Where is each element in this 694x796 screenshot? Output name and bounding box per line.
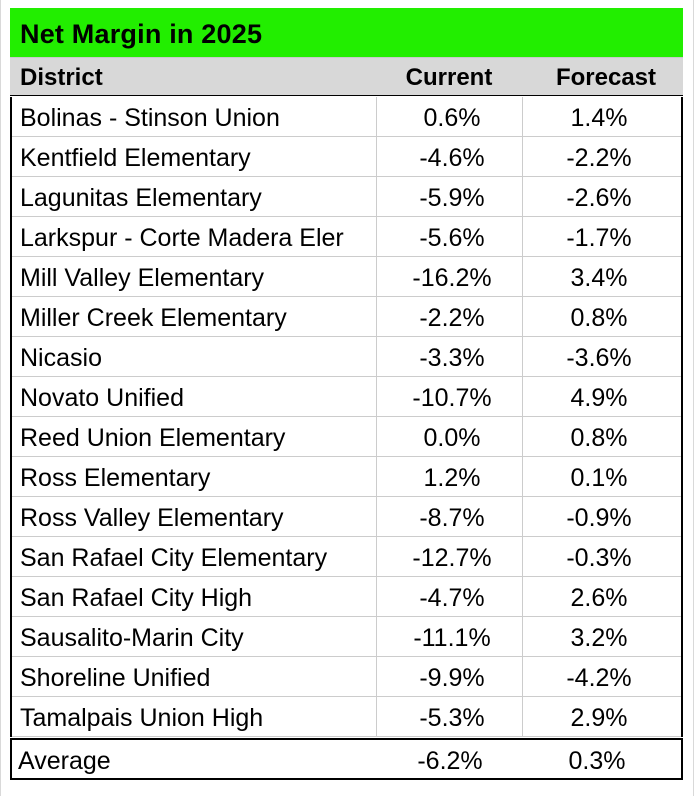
table-row: Tamalpais Union High -5.3% 2.9% bbox=[12, 697, 681, 737]
district-cell[interactable]: Novato Unified bbox=[20, 384, 184, 412]
table-row: Ross Valley Elementary -8.7% -0.9% bbox=[12, 497, 681, 537]
table-row: Sausalito-Marin City -11.1% 3.2% bbox=[12, 617, 681, 657]
table-row: Novato Unified -10.7% 4.9% bbox=[12, 377, 681, 417]
grid-line bbox=[0, 0, 1, 796]
forecast-cell[interactable]: 0.1% bbox=[570, 464, 628, 492]
column-divider bbox=[522, 97, 523, 737]
district-cell[interactable]: Mill Valley Elementary bbox=[20, 264, 265, 292]
forecast-cell[interactable]: -1.7% bbox=[566, 224, 632, 252]
forecast-cell[interactable]: -2.2% bbox=[566, 144, 632, 172]
district-cell[interactable]: Kentfield Elementary bbox=[20, 144, 251, 172]
table-row: Bolinas - Stinson Union 0.6% 1.4% bbox=[12, 97, 681, 137]
average-row: Average -6.2% 0.3% bbox=[10, 738, 683, 780]
forecast-cell[interactable]: 0.8% bbox=[570, 304, 628, 332]
average-label[interactable]: Average bbox=[18, 747, 111, 775]
forecast-cell[interactable]: -0.3% bbox=[566, 544, 632, 572]
district-cell[interactable]: Sausalito-Marin City bbox=[20, 624, 244, 652]
district-cell[interactable]: Reed Union Elementary bbox=[20, 424, 286, 452]
current-cell[interactable]: -5.9% bbox=[419, 184, 485, 212]
current-cell[interactable]: -4.6% bbox=[419, 144, 485, 172]
forecast-cell[interactable]: -2.6% bbox=[566, 184, 632, 212]
district-cell[interactable]: Larkspur - Corte Madera Eler bbox=[20, 224, 344, 252]
current-cell[interactable]: -12.7% bbox=[412, 544, 492, 572]
forecast-cell[interactable]: 3.2% bbox=[570, 624, 628, 652]
current-cell[interactable]: 0.0% bbox=[423, 424, 481, 452]
table-row: Larkspur - Corte Madera Eler -5.6% -1.7% bbox=[12, 217, 681, 257]
table-row: Reed Union Elementary 0.0% 0.8% bbox=[12, 417, 681, 457]
forecast-cell[interactable]: -3.6% bbox=[566, 344, 632, 372]
district-cell[interactable]: Bolinas - Stinson Union bbox=[20, 104, 280, 132]
forecast-cell[interactable]: 3.4% bbox=[570, 264, 628, 292]
forecast-cell[interactable]: 2.9% bbox=[570, 704, 628, 732]
table-body: Bolinas - Stinson Union 0.6% 1.4% Kentfield… bbox=[10, 97, 683, 737]
current-cell[interactable]: 1.2% bbox=[423, 464, 481, 492]
header-district[interactable]: District bbox=[20, 64, 103, 91]
column-divider bbox=[376, 97, 377, 737]
district-cell[interactable]: Ross Elementary bbox=[20, 464, 211, 492]
current-cell[interactable]: -4.7% bbox=[419, 584, 485, 612]
table-row: Mill Valley Elementary -16.2% 3.4% bbox=[12, 257, 681, 297]
table-row: Lagunitas Elementary -5.9% -2.6% bbox=[12, 177, 681, 217]
forecast-cell[interactable]: -0.9% bbox=[566, 504, 632, 532]
table-row: San Rafael City High -4.7% 2.6% bbox=[12, 577, 681, 617]
district-cell[interactable]: Miller Creek Elementary bbox=[20, 304, 287, 332]
table-row: Miller Creek Elementary -2.2% 0.8% bbox=[12, 297, 681, 337]
district-cell[interactable]: Lagunitas Elementary bbox=[20, 184, 262, 212]
forecast-cell[interactable]: 1.4% bbox=[570, 104, 628, 132]
table-row: Shoreline Unified -9.9% -4.2% bbox=[12, 657, 681, 697]
current-cell[interactable]: -10.7% bbox=[412, 384, 492, 412]
district-cell[interactable]: San Rafael City High bbox=[20, 584, 253, 612]
header-row: District Current Forecast bbox=[10, 58, 683, 96]
average-current[interactable]: -6.2% bbox=[417, 747, 483, 775]
current-cell[interactable]: -3.3% bbox=[419, 344, 485, 372]
forecast-cell[interactable]: -4.2% bbox=[566, 664, 632, 692]
district-cell[interactable]: Tamalpais Union High bbox=[20, 704, 264, 732]
table-row: Nicasio -3.3% -3.6% bbox=[12, 337, 681, 377]
current-cell[interactable]: -5.6% bbox=[419, 224, 485, 252]
current-cell[interactable]: -9.9% bbox=[419, 664, 485, 692]
district-cell[interactable]: Nicasio bbox=[20, 344, 102, 372]
table-row: Ross Elementary 1.2% 0.1% bbox=[12, 457, 681, 497]
current-cell[interactable]: 0.6% bbox=[423, 104, 481, 132]
table-title: Net Margin in 2025 bbox=[20, 19, 263, 49]
average-forecast[interactable]: 0.3% bbox=[568, 747, 626, 775]
current-cell[interactable]: -5.3% bbox=[419, 704, 485, 732]
current-cell[interactable]: -2.2% bbox=[419, 304, 485, 332]
district-cell[interactable]: Ross Valley Elementary bbox=[20, 504, 284, 532]
current-cell[interactable]: -8.7% bbox=[419, 504, 485, 532]
table-row: San Rafael City Elementary -12.7% -0.3% bbox=[12, 537, 681, 577]
title-cell[interactable]: Net Margin in 2025 bbox=[10, 8, 683, 58]
forecast-cell[interactable]: 0.8% bbox=[570, 424, 628, 452]
forecast-cell[interactable]: 2.6% bbox=[570, 584, 628, 612]
forecast-cell[interactable]: 4.9% bbox=[570, 384, 628, 412]
district-cell[interactable]: San Rafael City Elementary bbox=[20, 544, 328, 572]
current-cell[interactable]: -16.2% bbox=[412, 264, 492, 292]
current-cell[interactable]: -11.1% bbox=[413, 624, 491, 652]
header-current[interactable]: Current bbox=[405, 64, 493, 91]
table-row: Kentfield Elementary -4.6% -2.2% bbox=[12, 137, 681, 177]
header-forecast[interactable]: Forecast bbox=[555, 64, 657, 91]
district-cell[interactable]: Shoreline Unified bbox=[20, 664, 211, 692]
